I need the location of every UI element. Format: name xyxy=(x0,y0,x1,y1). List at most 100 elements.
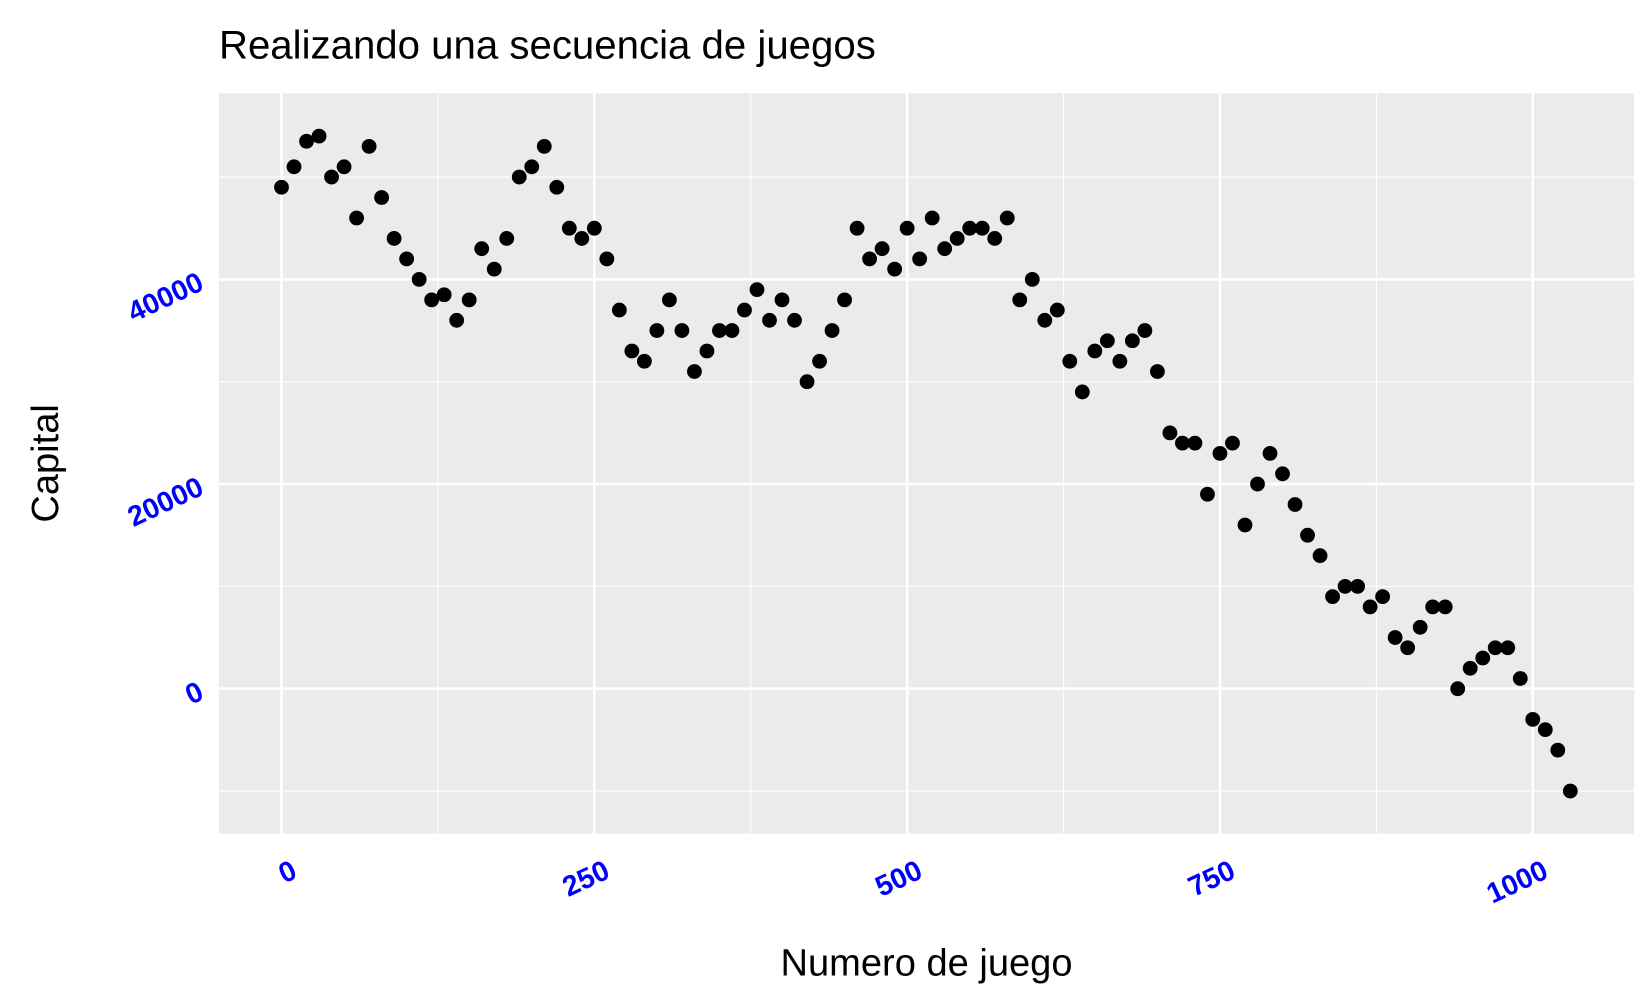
point xyxy=(536,138,552,154)
y-axis-label: Capital xyxy=(25,404,67,522)
point xyxy=(1212,445,1228,461)
point xyxy=(949,231,965,246)
point xyxy=(1487,640,1503,656)
point xyxy=(624,343,640,359)
point xyxy=(1175,435,1190,451)
y-tick-label: 40000 xyxy=(123,266,208,329)
point xyxy=(924,210,940,226)
x-tick-label: 1000 xyxy=(1482,854,1553,910)
point xyxy=(599,251,615,267)
point xyxy=(699,343,715,359)
point xyxy=(1537,722,1553,738)
point xyxy=(1562,783,1578,799)
chart-title: Realizando una secuencia de juegos xyxy=(219,22,876,67)
point xyxy=(862,251,878,267)
point xyxy=(474,241,490,257)
point xyxy=(586,220,602,236)
point xyxy=(724,323,740,338)
point xyxy=(1237,517,1253,533)
point xyxy=(1087,343,1103,359)
point xyxy=(1462,660,1478,676)
point xyxy=(1312,548,1328,564)
point xyxy=(411,271,427,287)
point xyxy=(824,323,840,338)
point xyxy=(636,353,652,369)
point xyxy=(1049,302,1065,318)
point xyxy=(799,374,815,390)
point xyxy=(1437,599,1453,615)
point xyxy=(1012,292,1028,308)
point xyxy=(1350,578,1366,594)
point xyxy=(1500,640,1516,656)
point xyxy=(1400,640,1416,656)
point xyxy=(1300,527,1315,543)
point xyxy=(349,210,364,226)
point xyxy=(1187,435,1203,451)
x-tick-label: 0 xyxy=(274,854,302,890)
point xyxy=(1550,742,1566,758)
x-tick-label: 250 xyxy=(558,854,615,903)
point xyxy=(774,292,790,308)
point xyxy=(687,364,702,379)
point xyxy=(1425,599,1441,615)
point xyxy=(887,261,903,277)
point xyxy=(912,251,928,267)
point xyxy=(499,231,515,246)
point xyxy=(762,312,777,328)
point xyxy=(399,251,415,267)
point xyxy=(737,302,752,318)
point xyxy=(324,169,339,185)
point xyxy=(1362,599,1378,615)
y-tick-label: 0 xyxy=(180,676,208,712)
point xyxy=(1149,364,1165,379)
point xyxy=(524,159,540,175)
point xyxy=(1525,712,1541,727)
point xyxy=(274,179,289,195)
point xyxy=(311,128,327,144)
point xyxy=(436,287,452,303)
point xyxy=(1287,497,1303,512)
point xyxy=(849,220,865,236)
point xyxy=(787,312,802,328)
point xyxy=(1450,681,1466,697)
point xyxy=(511,169,527,185)
y-tick-label: 20000 xyxy=(123,471,208,534)
point xyxy=(1124,333,1140,349)
point xyxy=(749,282,765,298)
point xyxy=(1200,486,1215,502)
point xyxy=(1062,353,1078,369)
point xyxy=(486,261,502,277)
point xyxy=(424,292,440,308)
x-tick-label: 500 xyxy=(871,854,928,903)
point xyxy=(1262,445,1278,461)
point xyxy=(1074,384,1090,400)
point xyxy=(1325,589,1340,605)
point xyxy=(1337,578,1353,594)
point xyxy=(1137,323,1153,338)
point xyxy=(1037,312,1053,328)
point xyxy=(611,302,627,318)
x-axis-label: Numero de juego xyxy=(781,942,1073,984)
point xyxy=(937,241,953,257)
point xyxy=(661,292,677,308)
point xyxy=(1099,333,1115,349)
point xyxy=(987,231,1003,246)
point xyxy=(974,220,990,236)
point xyxy=(574,231,590,246)
point xyxy=(1512,671,1528,686)
point xyxy=(336,159,352,175)
point xyxy=(1387,630,1403,645)
point xyxy=(962,220,978,236)
x-tick-label: 750 xyxy=(1183,854,1240,903)
point xyxy=(1412,619,1428,635)
point xyxy=(549,179,565,195)
point xyxy=(286,159,302,175)
point xyxy=(361,138,377,154)
point xyxy=(837,292,852,308)
point xyxy=(561,220,577,236)
point xyxy=(1250,476,1265,492)
point xyxy=(674,323,690,338)
point xyxy=(1375,589,1391,605)
point xyxy=(812,353,827,369)
